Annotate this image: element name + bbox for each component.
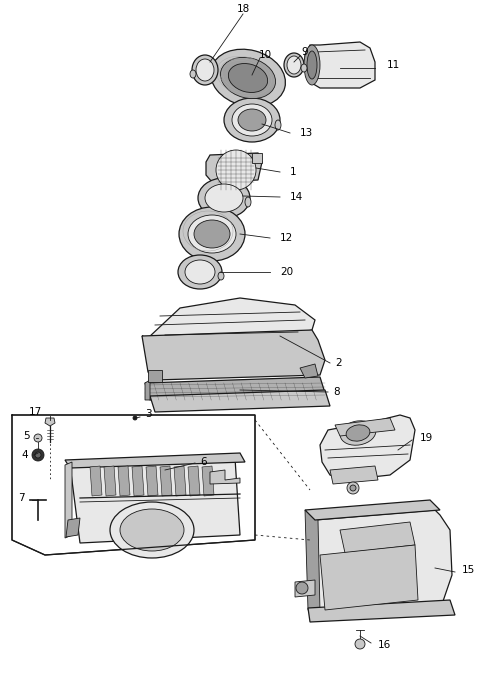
Polygon shape	[118, 466, 130, 496]
Ellipse shape	[238, 109, 266, 131]
Text: 9: 9	[302, 47, 308, 57]
Ellipse shape	[211, 49, 286, 107]
Ellipse shape	[205, 184, 243, 212]
Text: 6: 6	[200, 457, 206, 467]
Text: 4: 4	[22, 450, 28, 460]
Polygon shape	[104, 466, 116, 496]
Ellipse shape	[194, 220, 230, 248]
Text: 14: 14	[290, 192, 303, 202]
Ellipse shape	[301, 64, 307, 72]
Polygon shape	[65, 453, 245, 468]
Ellipse shape	[192, 55, 218, 85]
Polygon shape	[308, 510, 452, 618]
Polygon shape	[320, 415, 415, 480]
Polygon shape	[305, 42, 375, 88]
Text: 11: 11	[387, 60, 400, 70]
Text: 1: 1	[290, 167, 297, 177]
Ellipse shape	[188, 215, 236, 253]
Polygon shape	[70, 458, 240, 543]
Polygon shape	[174, 466, 186, 496]
Circle shape	[32, 449, 44, 461]
Polygon shape	[188, 466, 200, 496]
Ellipse shape	[232, 104, 272, 136]
Ellipse shape	[304, 45, 320, 85]
Polygon shape	[340, 522, 415, 553]
Text: 20: 20	[280, 267, 293, 277]
Ellipse shape	[196, 59, 214, 81]
Polygon shape	[308, 600, 455, 622]
Circle shape	[347, 482, 359, 494]
Ellipse shape	[220, 58, 276, 99]
Ellipse shape	[287, 56, 301, 74]
Polygon shape	[252, 153, 262, 163]
Ellipse shape	[340, 421, 376, 446]
Text: 12: 12	[280, 233, 293, 243]
Ellipse shape	[110, 502, 194, 558]
Polygon shape	[202, 466, 214, 496]
Polygon shape	[142, 298, 315, 344]
Ellipse shape	[185, 260, 215, 284]
Polygon shape	[206, 153, 262, 182]
Polygon shape	[320, 545, 418, 610]
Polygon shape	[145, 380, 150, 400]
Text: 17: 17	[29, 407, 42, 417]
Text: 2: 2	[335, 358, 342, 368]
Polygon shape	[12, 415, 255, 555]
Polygon shape	[90, 466, 102, 496]
Ellipse shape	[216, 150, 256, 190]
Text: 3: 3	[145, 409, 152, 419]
Polygon shape	[335, 418, 395, 436]
Ellipse shape	[178, 255, 222, 289]
Polygon shape	[305, 510, 320, 612]
Polygon shape	[142, 330, 325, 380]
Polygon shape	[148, 370, 162, 382]
Ellipse shape	[120, 509, 184, 551]
Ellipse shape	[307, 51, 317, 79]
Ellipse shape	[275, 120, 281, 130]
Text: 13: 13	[300, 128, 313, 138]
Circle shape	[133, 416, 137, 420]
Ellipse shape	[190, 70, 196, 78]
Ellipse shape	[218, 272, 224, 280]
Text: 15: 15	[462, 565, 475, 575]
Ellipse shape	[346, 425, 370, 441]
Ellipse shape	[245, 197, 251, 207]
Circle shape	[350, 485, 356, 491]
Text: 7: 7	[18, 493, 25, 503]
Polygon shape	[300, 364, 318, 378]
Circle shape	[296, 582, 308, 594]
Polygon shape	[160, 466, 172, 496]
Polygon shape	[145, 377, 325, 400]
Ellipse shape	[224, 98, 280, 142]
Text: 5: 5	[24, 431, 30, 441]
Polygon shape	[65, 462, 72, 538]
Polygon shape	[210, 470, 240, 484]
Polygon shape	[150, 390, 330, 412]
Text: 8: 8	[333, 387, 340, 397]
Polygon shape	[295, 580, 315, 597]
Circle shape	[34, 434, 42, 442]
Text: 10: 10	[258, 50, 272, 60]
Ellipse shape	[179, 207, 245, 261]
Circle shape	[355, 639, 365, 649]
Text: 19: 19	[420, 433, 433, 443]
Polygon shape	[132, 466, 144, 496]
Polygon shape	[45, 418, 55, 426]
Polygon shape	[66, 518, 80, 537]
Polygon shape	[305, 500, 440, 520]
Ellipse shape	[284, 53, 304, 77]
Text: 16: 16	[378, 640, 391, 650]
Ellipse shape	[228, 64, 268, 92]
Polygon shape	[146, 466, 158, 496]
Circle shape	[35, 452, 41, 458]
Text: 18: 18	[236, 4, 250, 14]
Ellipse shape	[198, 178, 250, 218]
Polygon shape	[330, 466, 378, 484]
